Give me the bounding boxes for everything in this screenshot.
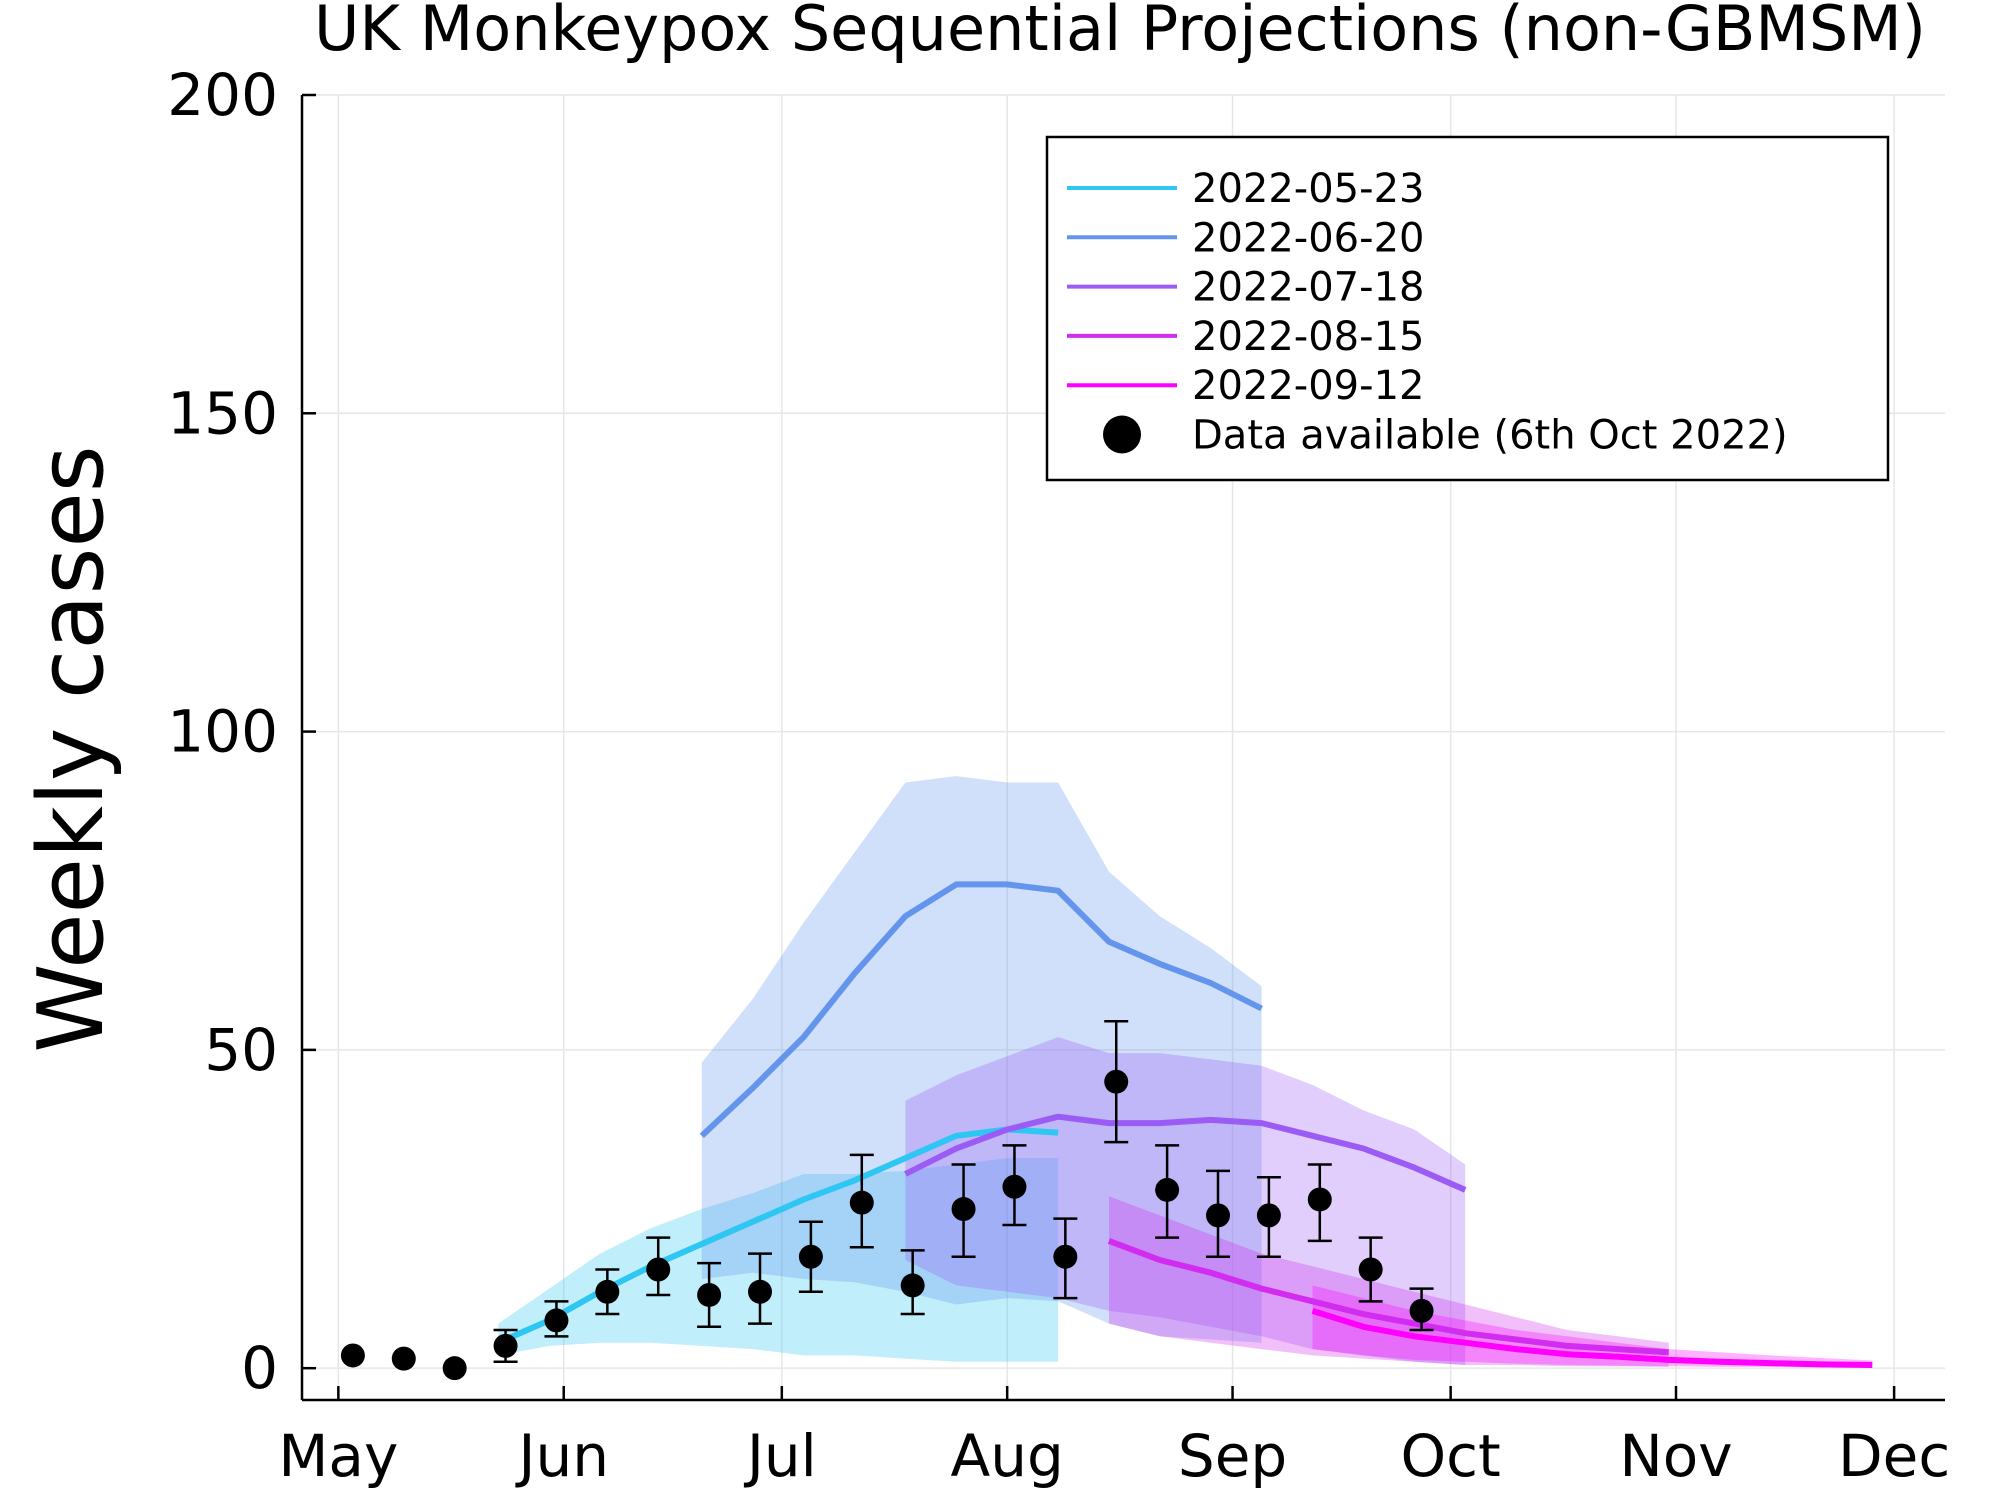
legend-label: 2022-07-18 <box>1192 265 1424 311</box>
chart-title: UK Monkeypox Sequential Projections (non… <box>314 0 1926 65</box>
legend-marker <box>1103 415 1141 454</box>
y-tick-label: 50 <box>204 1016 278 1084</box>
data-point <box>1307 1187 1332 1212</box>
data-point <box>798 1244 823 1269</box>
data-point <box>1002 1174 1027 1199</box>
y-tick-label: 200 <box>167 61 278 129</box>
legend-label: 2022-08-15 <box>1192 314 1424 360</box>
data-point <box>900 1273 925 1298</box>
axes: 0 50 100 150 200 May Jun Jul Aug Sep Oct Nov Dec <box>167 61 1950 1490</box>
legend-label: 2022-09-12 <box>1192 363 1424 409</box>
x-tick-label: Nov <box>1619 1422 1732 1490</box>
data-point <box>1358 1257 1383 1282</box>
legend-label: 2022-05-23 <box>1192 166 1424 212</box>
data-point <box>1409 1298 1434 1323</box>
line-2022-07-18 <box>904 1113 1467 1193</box>
uncertainty-bands <box>498 776 1873 1368</box>
observed-data <box>340 1019 1434 1381</box>
data-point <box>493 1333 518 1358</box>
legend-label: 2022-06-20 <box>1192 215 1424 261</box>
data-point <box>1155 1177 1180 1202</box>
data-point <box>1206 1203 1231 1228</box>
data-point <box>849 1190 874 1215</box>
data-point <box>340 1343 365 1368</box>
legend-box <box>1045 135 1890 482</box>
x-tick-label: Jul <box>744 1422 817 1490</box>
line-2022-09-12 <box>1311 1308 1873 1368</box>
y-axis-label: Weekly cases <box>19 445 124 1052</box>
data-point <box>391 1346 416 1371</box>
data-point <box>951 1197 976 1222</box>
band-2022-08-15 <box>1109 1196 1669 1367</box>
data-point <box>748 1279 773 1304</box>
data-point <box>1256 1203 1281 1228</box>
x-tick-label: Aug <box>951 1422 1064 1490</box>
data-point <box>544 1308 569 1333</box>
line-2022-05-23 <box>497 1126 1059 1346</box>
data-point <box>595 1279 620 1304</box>
projection-lines <box>497 881 1873 1368</box>
data-point <box>1104 1069 1129 1094</box>
line-2022-06-20 <box>699 881 1263 1138</box>
x-tick-label: Jun <box>515 1422 609 1490</box>
x-tick-label: Oct <box>1400 1422 1500 1490</box>
data-point <box>646 1257 671 1282</box>
legend-label: Data available (6th Oct 2022) <box>1192 413 1788 459</box>
legend: 2022-05-232022-06-202022-07-182022-08-15… <box>1045 135 1890 482</box>
band-2022-06-20 <box>701 776 1262 1343</box>
band-2022-05-23 <box>498 1158 1059 1362</box>
data-point <box>697 1282 722 1307</box>
y-tick-label: 100 <box>167 698 278 766</box>
y-tick-label: 0 <box>241 1334 278 1402</box>
y-tick-label: 150 <box>167 379 278 447</box>
x-tick-label: Dec <box>1838 1422 1950 1490</box>
x-tick-label: Sep <box>1178 1422 1287 1490</box>
line-2022-08-15 <box>1107 1238 1669 1356</box>
band-2022-09-12 <box>1312 1285 1873 1368</box>
data-point <box>1053 1244 1078 1269</box>
x-tick-label: May <box>278 1422 398 1490</box>
data-point <box>442 1356 467 1381</box>
